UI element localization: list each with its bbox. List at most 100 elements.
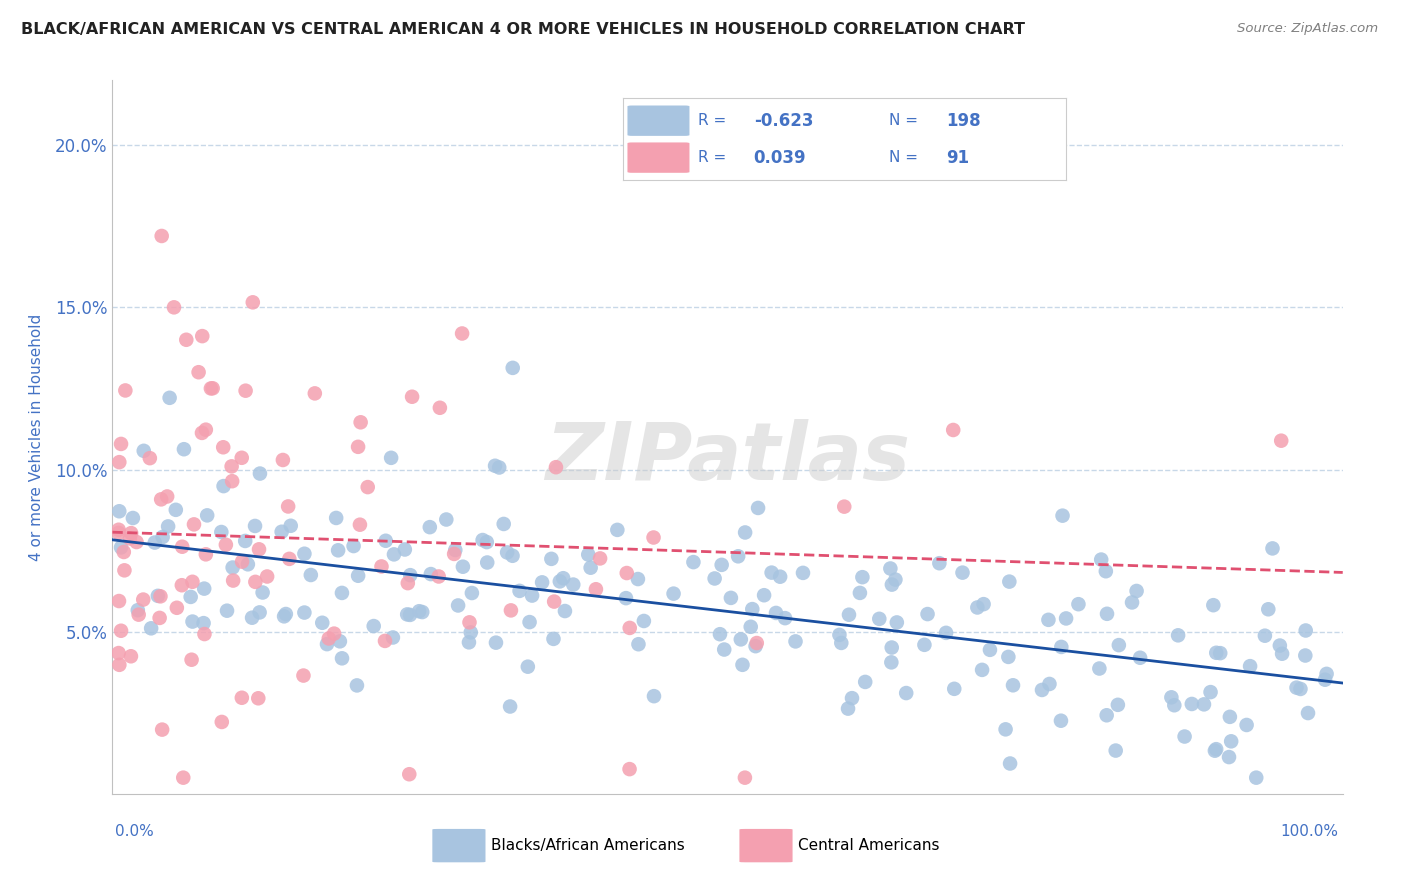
Point xyxy=(585,582,607,597)
Point xyxy=(1038,677,1060,691)
Point xyxy=(382,548,405,562)
Point xyxy=(150,492,173,507)
Point xyxy=(132,443,155,458)
Point xyxy=(273,609,295,624)
Point xyxy=(1001,678,1024,692)
Point xyxy=(1218,750,1240,764)
Point xyxy=(614,591,637,606)
Text: ZIPatlas: ZIPatlas xyxy=(546,419,910,498)
Point xyxy=(828,628,851,642)
Point xyxy=(935,625,957,640)
Point xyxy=(475,535,498,549)
Point xyxy=(195,508,218,523)
Point xyxy=(349,415,371,429)
Point xyxy=(408,604,430,618)
Point xyxy=(627,572,650,586)
Point xyxy=(110,541,132,555)
Point xyxy=(1204,744,1226,758)
Point xyxy=(1108,638,1130,652)
Point xyxy=(122,511,145,525)
Point xyxy=(247,542,270,557)
Point xyxy=(880,656,903,670)
Point xyxy=(548,574,571,589)
Point xyxy=(942,423,965,437)
Point xyxy=(370,559,392,574)
Point xyxy=(166,600,188,615)
Point xyxy=(1271,647,1294,661)
Point xyxy=(127,603,149,617)
Point xyxy=(292,668,315,682)
Point xyxy=(159,391,181,405)
Point xyxy=(1105,743,1128,757)
Point xyxy=(1107,698,1129,712)
Point xyxy=(243,519,266,533)
Point xyxy=(209,524,232,539)
Point xyxy=(502,549,524,563)
Point xyxy=(380,450,402,465)
Point xyxy=(292,606,315,620)
Point xyxy=(114,384,136,398)
Point xyxy=(1095,564,1118,578)
Point xyxy=(773,611,796,625)
Point xyxy=(215,604,238,618)
Point xyxy=(576,548,599,562)
Point xyxy=(461,586,484,600)
Point xyxy=(193,627,215,641)
Point xyxy=(396,576,419,591)
Text: BLACK/AFRICAN AMERICAN VS CENTRAL AMERICAN 4 OR MORE VEHICLES IN HOUSEHOLD CORRE: BLACK/AFRICAN AMERICAN VS CENTRAL AMERIC… xyxy=(21,22,1025,37)
Point xyxy=(411,605,433,619)
Point xyxy=(616,566,638,580)
Point xyxy=(1095,607,1118,621)
Point xyxy=(543,632,565,646)
Point xyxy=(1038,613,1060,627)
Point xyxy=(830,636,852,650)
Point xyxy=(201,381,224,395)
Point xyxy=(299,568,322,582)
Point xyxy=(247,691,270,706)
Point xyxy=(245,574,267,589)
Point xyxy=(1239,659,1261,673)
Point xyxy=(149,611,172,625)
Point xyxy=(173,442,195,457)
Point xyxy=(562,577,585,591)
Point xyxy=(318,632,340,646)
Point xyxy=(761,566,783,580)
Point xyxy=(837,701,859,715)
Point xyxy=(233,533,256,548)
Point xyxy=(1167,628,1189,642)
Point xyxy=(270,524,292,539)
Point xyxy=(304,386,326,401)
Point xyxy=(401,390,423,404)
Point xyxy=(211,714,233,729)
Point xyxy=(1270,434,1292,448)
Point xyxy=(256,569,278,583)
Point xyxy=(363,619,385,633)
Point xyxy=(643,531,665,545)
Point xyxy=(150,723,173,737)
Point xyxy=(156,490,179,504)
Point xyxy=(221,474,243,488)
Point xyxy=(120,649,142,664)
Point xyxy=(444,543,467,558)
Point xyxy=(236,558,259,572)
Point xyxy=(606,523,628,537)
Point xyxy=(720,591,742,605)
Text: 0.0%: 0.0% xyxy=(115,824,155,838)
Point xyxy=(1052,508,1074,523)
Point xyxy=(740,620,762,634)
Point xyxy=(710,558,733,572)
Point xyxy=(1199,685,1222,699)
Point xyxy=(311,615,333,630)
Point xyxy=(172,540,194,554)
Point xyxy=(1205,646,1227,660)
Point xyxy=(619,621,641,635)
Point xyxy=(998,574,1021,589)
Point xyxy=(553,571,575,585)
Point xyxy=(132,592,155,607)
Point xyxy=(419,520,441,534)
Point xyxy=(181,574,204,589)
Point xyxy=(1285,681,1308,695)
Point xyxy=(1160,690,1182,705)
Point xyxy=(973,597,995,611)
Point xyxy=(191,329,214,343)
